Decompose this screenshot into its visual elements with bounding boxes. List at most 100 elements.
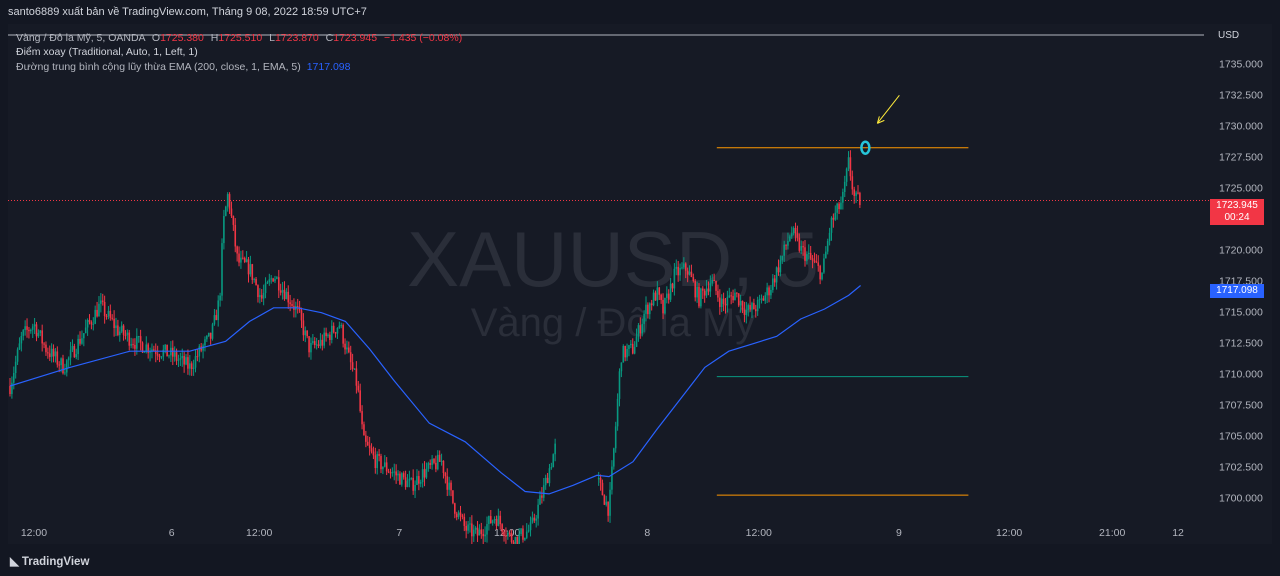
candle-body (257, 285, 259, 298)
y-tick-label: 1702.500 (1219, 462, 1263, 474)
candle-body (554, 443, 556, 455)
candle-body (819, 265, 821, 280)
low-label: L (269, 32, 275, 44)
candle-body (796, 233, 799, 238)
candles-group (9, 150, 861, 557)
candle-body (187, 357, 189, 369)
candle-body (213, 315, 216, 325)
candle-body (107, 310, 110, 317)
candle-body (302, 320, 305, 336)
candle-body (620, 362, 623, 372)
candle-body (353, 368, 356, 370)
candle-body (614, 426, 617, 449)
candle-body (484, 534, 486, 537)
candle-body (773, 278, 776, 283)
ema-name: Đường trung bình cộng lũy thừa EMA (200,… (16, 61, 301, 73)
candle-body (98, 303, 100, 317)
pivot-legend[interactable]: Điểm xoay (Traditional, Auto, 1, Left, 1… (16, 46, 198, 58)
candle-body (158, 355, 161, 357)
candle-body (730, 295, 732, 297)
candle-body (310, 342, 312, 353)
pointer-arrow-head (876, 116, 885, 124)
open-label: O (151, 32, 161, 44)
candle-body (633, 346, 636, 354)
candle-body (806, 254, 808, 261)
chart-pane[interactable]: XAUUSD, 5 Vàng / Đô la Mỹ 1700.000 1702.500… (8, 24, 1272, 557)
candle-body (90, 322, 93, 325)
candle-body (9, 385, 11, 395)
candle-body (471, 523, 473, 537)
candle-body (206, 335, 208, 340)
brand-name: TradingView (21, 556, 90, 568)
candle-body (372, 451, 375, 456)
candle-body (378, 454, 380, 456)
candle-body (652, 292, 655, 306)
candle-body (802, 246, 804, 248)
candle-body (41, 330, 43, 344)
candle-body (857, 192, 859, 194)
candle-body (171, 347, 174, 357)
candle-body (510, 533, 513, 543)
ema-legend[interactable]: Đường trung bình cộng lũy thừa EMA (200,… (16, 61, 350, 73)
candle-body (452, 490, 454, 504)
candle-body (474, 527, 477, 530)
candle-body (673, 268, 676, 289)
x-tick-label: 7 (396, 527, 402, 539)
candle-body (238, 253, 240, 263)
candle-body (809, 252, 812, 259)
currency-label[interactable]: USD (1218, 30, 1240, 41)
candle-body (734, 292, 736, 301)
candle-body (429, 463, 432, 465)
candle-body (488, 516, 490, 524)
candle-body (137, 336, 140, 338)
x-tick-label: 12:00 (21, 527, 47, 539)
candle-body (329, 334, 331, 340)
candle-body (228, 194, 231, 209)
candle-body (418, 476, 420, 484)
candle-body (145, 344, 148, 352)
candle-body (544, 477, 547, 486)
x-tick-label: 12:00 (996, 527, 1022, 539)
candle-body (785, 244, 787, 246)
x-tick-label: 8 (644, 527, 650, 539)
candle-body (117, 325, 119, 336)
x-tick-label: 12 (1172, 527, 1184, 539)
candle-body (338, 325, 341, 328)
candle-body (84, 327, 87, 334)
candle-body (168, 355, 170, 357)
footer-brand[interactable]: ◣ TradingView (10, 554, 89, 568)
candle-body (539, 495, 541, 505)
candle-body (772, 278, 774, 290)
candle-body (64, 372, 66, 374)
y-tick-label: 1715.000 (1219, 307, 1263, 319)
candle-body (342, 325, 344, 344)
candle-body (312, 341, 314, 343)
candle-body (289, 302, 291, 305)
candle-body (664, 297, 666, 314)
candle-body (416, 476, 418, 485)
candle-body (603, 495, 606, 505)
candle-body (149, 351, 151, 353)
candle-body (683, 263, 685, 268)
candle-body (262, 292, 265, 299)
candle-body (840, 202, 842, 210)
candle-body (401, 473, 403, 485)
candle-body (609, 489, 611, 516)
candle-body (412, 477, 414, 491)
candle-body (26, 326, 28, 330)
candle-body (128, 332, 131, 346)
candle-body (94, 309, 96, 324)
candle-body (406, 480, 409, 488)
candle-body (552, 454, 555, 468)
candle-body (232, 215, 235, 225)
candle-body (756, 299, 759, 312)
candle-body (296, 305, 299, 307)
candle-body (18, 343, 21, 350)
candle-body (766, 287, 768, 296)
candle-body (643, 313, 645, 324)
candle-body (111, 317, 114, 319)
candle-body (190, 363, 193, 369)
candle-body (113, 318, 115, 329)
symbol-legend[interactable]: Vàng / Đô la Mỹ, 5, OANDA O1725.380 H172… (16, 32, 462, 44)
